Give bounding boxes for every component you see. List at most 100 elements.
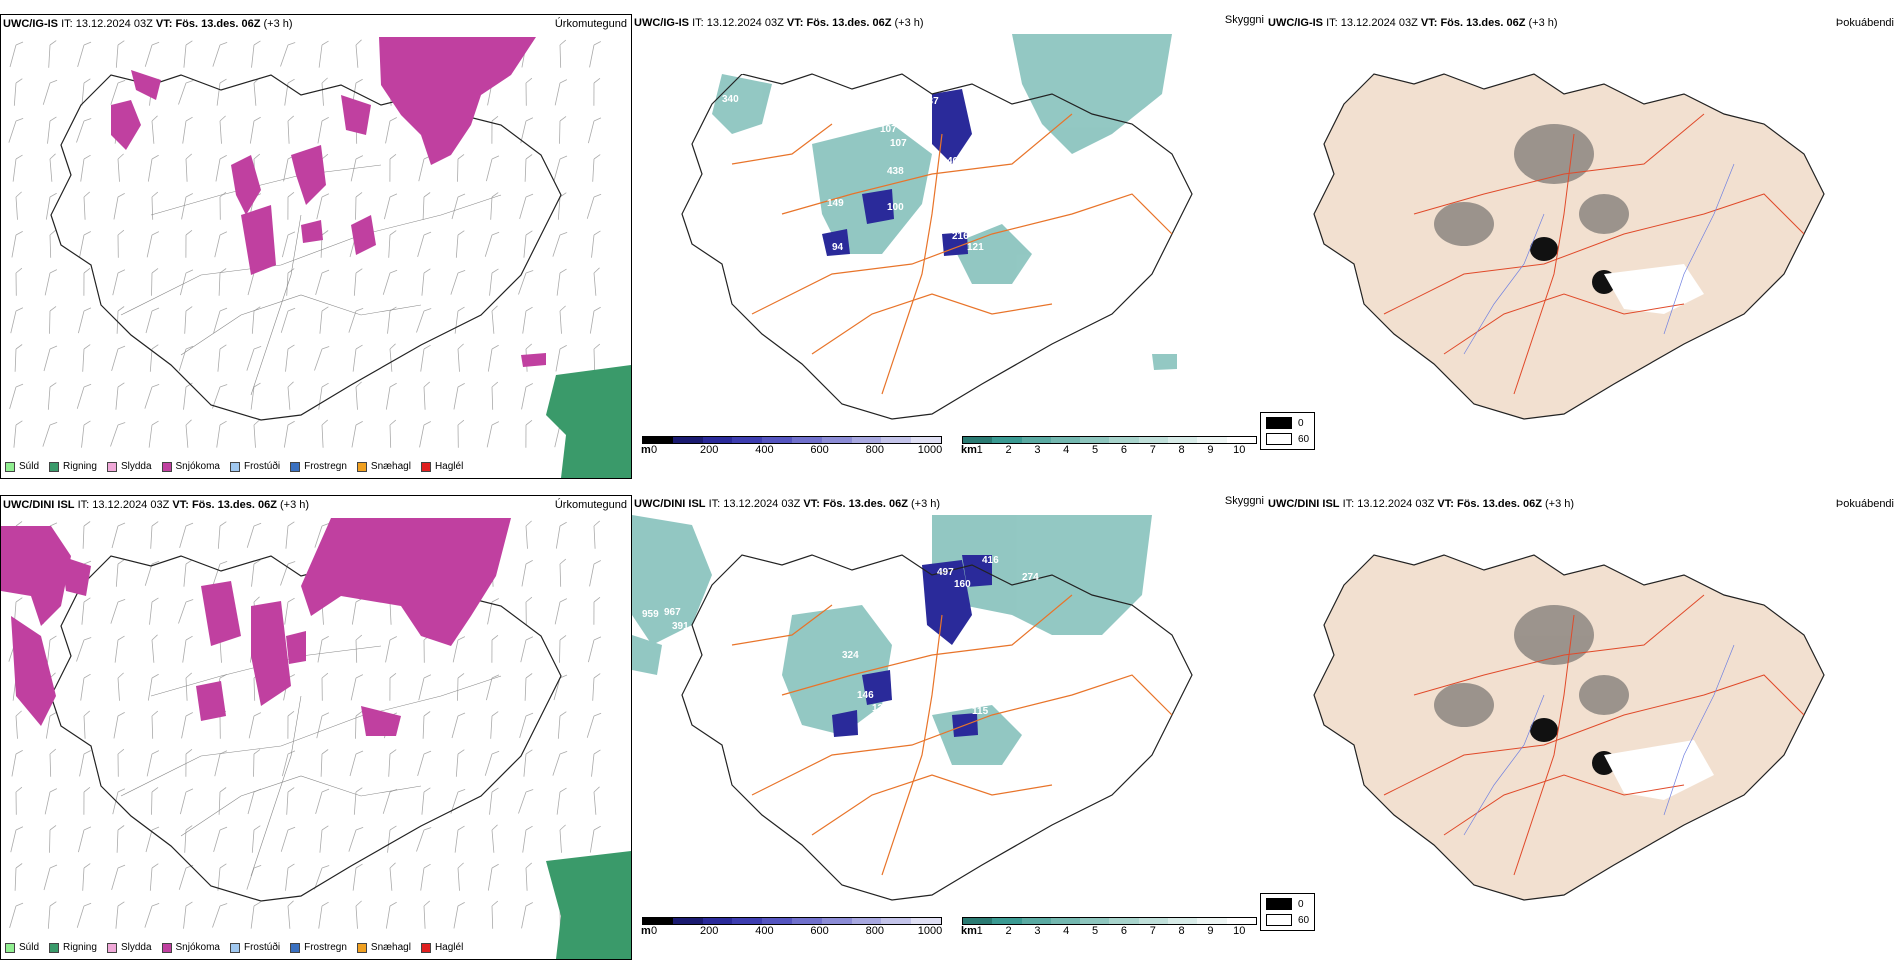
iceland-coastline	[50, 74, 562, 421]
wind-barb	[145, 826, 160, 853]
legend-swatch-snaehagl	[356, 942, 367, 953]
wind-barb	[490, 711, 499, 739]
wind-barb	[116, 825, 125, 853]
wind-barb	[179, 788, 194, 815]
wind-barb	[117, 153, 124, 182]
wind-barb	[385, 901, 397, 929]
wind-barb	[319, 825, 329, 853]
wind-barb	[350, 674, 364, 701]
wind-barb	[219, 115, 226, 144]
cloud-base-value: 216	[952, 231, 969, 242]
wind-barb	[115, 382, 125, 410]
wind-barb	[212, 903, 228, 928]
wind-barb	[491, 115, 499, 144]
wind-barb	[76, 637, 92, 662]
wind-barb	[217, 521, 227, 549]
cloud-base-areas	[822, 89, 972, 256]
wind-barb	[151, 268, 159, 296]
panel-title: UWC/DINI ISL IT: 13.12.2024 03Z VT: Fös.…	[3, 499, 310, 511]
legend-swatch-snaehagl	[356, 461, 367, 472]
wind-barb	[491, 824, 498, 853]
panel-title: UWC/DINI ISL IT: 13.12.2024 03Z VT: Fös.…	[634, 498, 941, 510]
wind-barb	[47, 116, 57, 144]
wind-barb	[83, 191, 90, 220]
wind-barb	[49, 229, 57, 258]
wind-barb	[489, 787, 499, 815]
wind-barb	[9, 383, 24, 410]
roads	[1383, 113, 1805, 395]
cloud-base-value: 301	[1004, 111, 1021, 122]
wind-barb	[417, 231, 432, 258]
wind-barb	[77, 826, 92, 853]
cloud-base-value: 122	[854, 592, 871, 603]
wind-barb	[214, 750, 228, 777]
wind-barb	[348, 826, 364, 852]
wind-barb	[383, 193, 398, 220]
wind-barb	[525, 419, 533, 448]
wind-barb	[185, 672, 192, 701]
wind-barb	[251, 40, 261, 68]
cloud-base-value: 107	[890, 138, 907, 149]
wind-barb	[181, 193, 193, 220]
wind-barb	[185, 419, 192, 448]
wind-barb	[355, 711, 363, 739]
wind-barb	[112, 788, 126, 815]
fog-legend: 0 60	[1260, 412, 1316, 450]
wind-barb	[316, 193, 330, 220]
wind-barb	[451, 193, 466, 220]
legend-swatch-frostregn	[290, 942, 301, 953]
cloud-base-value: 100	[887, 202, 904, 213]
wind-barb	[287, 115, 294, 144]
wind-barb	[589, 41, 601, 68]
wind-barb	[10, 307, 24, 334]
wind-barb	[13, 420, 23, 448]
colorbar-tick: 5	[1092, 925, 1099, 937]
panel-title: UWC/IG-IS IT: 13.12.2024 03Z VT: Fös. 13…	[3, 18, 293, 30]
cloud-base-value: 94	[832, 242, 844, 253]
wind-barb	[82, 521, 91, 549]
visibility-ticks: 1 2 3 4 5 6 7 8 9 10	[962, 925, 1257, 938]
wind-barb	[592, 673, 601, 701]
wind-barb	[382, 788, 398, 814]
wind-barb	[559, 305, 566, 334]
wind-barb	[525, 596, 533, 625]
wind-barb	[349, 750, 364, 777]
colorbar-tick: 9	[1207, 925, 1214, 937]
legend-swatch-rigning	[49, 942, 60, 953]
wind-barb	[147, 673, 159, 701]
wind-barb	[591, 749, 601, 777]
wind-barb	[48, 40, 57, 68]
wind-barb	[525, 77, 533, 106]
legend-swatch-frostudi	[229, 461, 240, 472]
wind-barb	[178, 599, 194, 624]
wind-barb	[319, 306, 329, 334]
wind-barb	[518, 789, 534, 814]
wind-barbs	[8, 39, 602, 448]
panel-title: UWC/IG-IS IT: 13.12.2024 03Z VT: Fös. 13…	[634, 17, 924, 29]
wind-barb	[111, 345, 126, 372]
roads	[1383, 594, 1805, 876]
colorbar-tick: 6	[1120, 444, 1127, 456]
wind-barb	[215, 155, 227, 182]
wind-barb	[355, 192, 363, 220]
wind-barb	[11, 750, 23, 777]
wind-barb	[593, 596, 601, 625]
colorbar-tick: 200	[700, 925, 719, 937]
wind-barb	[15, 710, 22, 739]
fog-clear	[1604, 264, 1704, 314]
cloud-base-value: 149	[827, 198, 844, 209]
wind-barb	[455, 230, 465, 258]
wind-barb	[418, 674, 432, 701]
wind-barb	[457, 343, 464, 372]
wind-barb	[351, 597, 363, 625]
cloud-base-value: 178	[904, 571, 921, 582]
wind-barb	[452, 636, 466, 663]
wind-barb	[520, 636, 534, 663]
cloud-base-value: 538	[900, 630, 917, 641]
wind-barb	[519, 193, 534, 220]
wind-barb	[589, 560, 601, 587]
iceland-land	[1313, 554, 1825, 901]
wind-barb	[352, 863, 363, 891]
cloud-base-value: 437	[922, 96, 939, 107]
cloud-base-labels: 851 687 340 172 107 107 438 437 274 301 40 268 88 149…	[722, 66, 1051, 255]
